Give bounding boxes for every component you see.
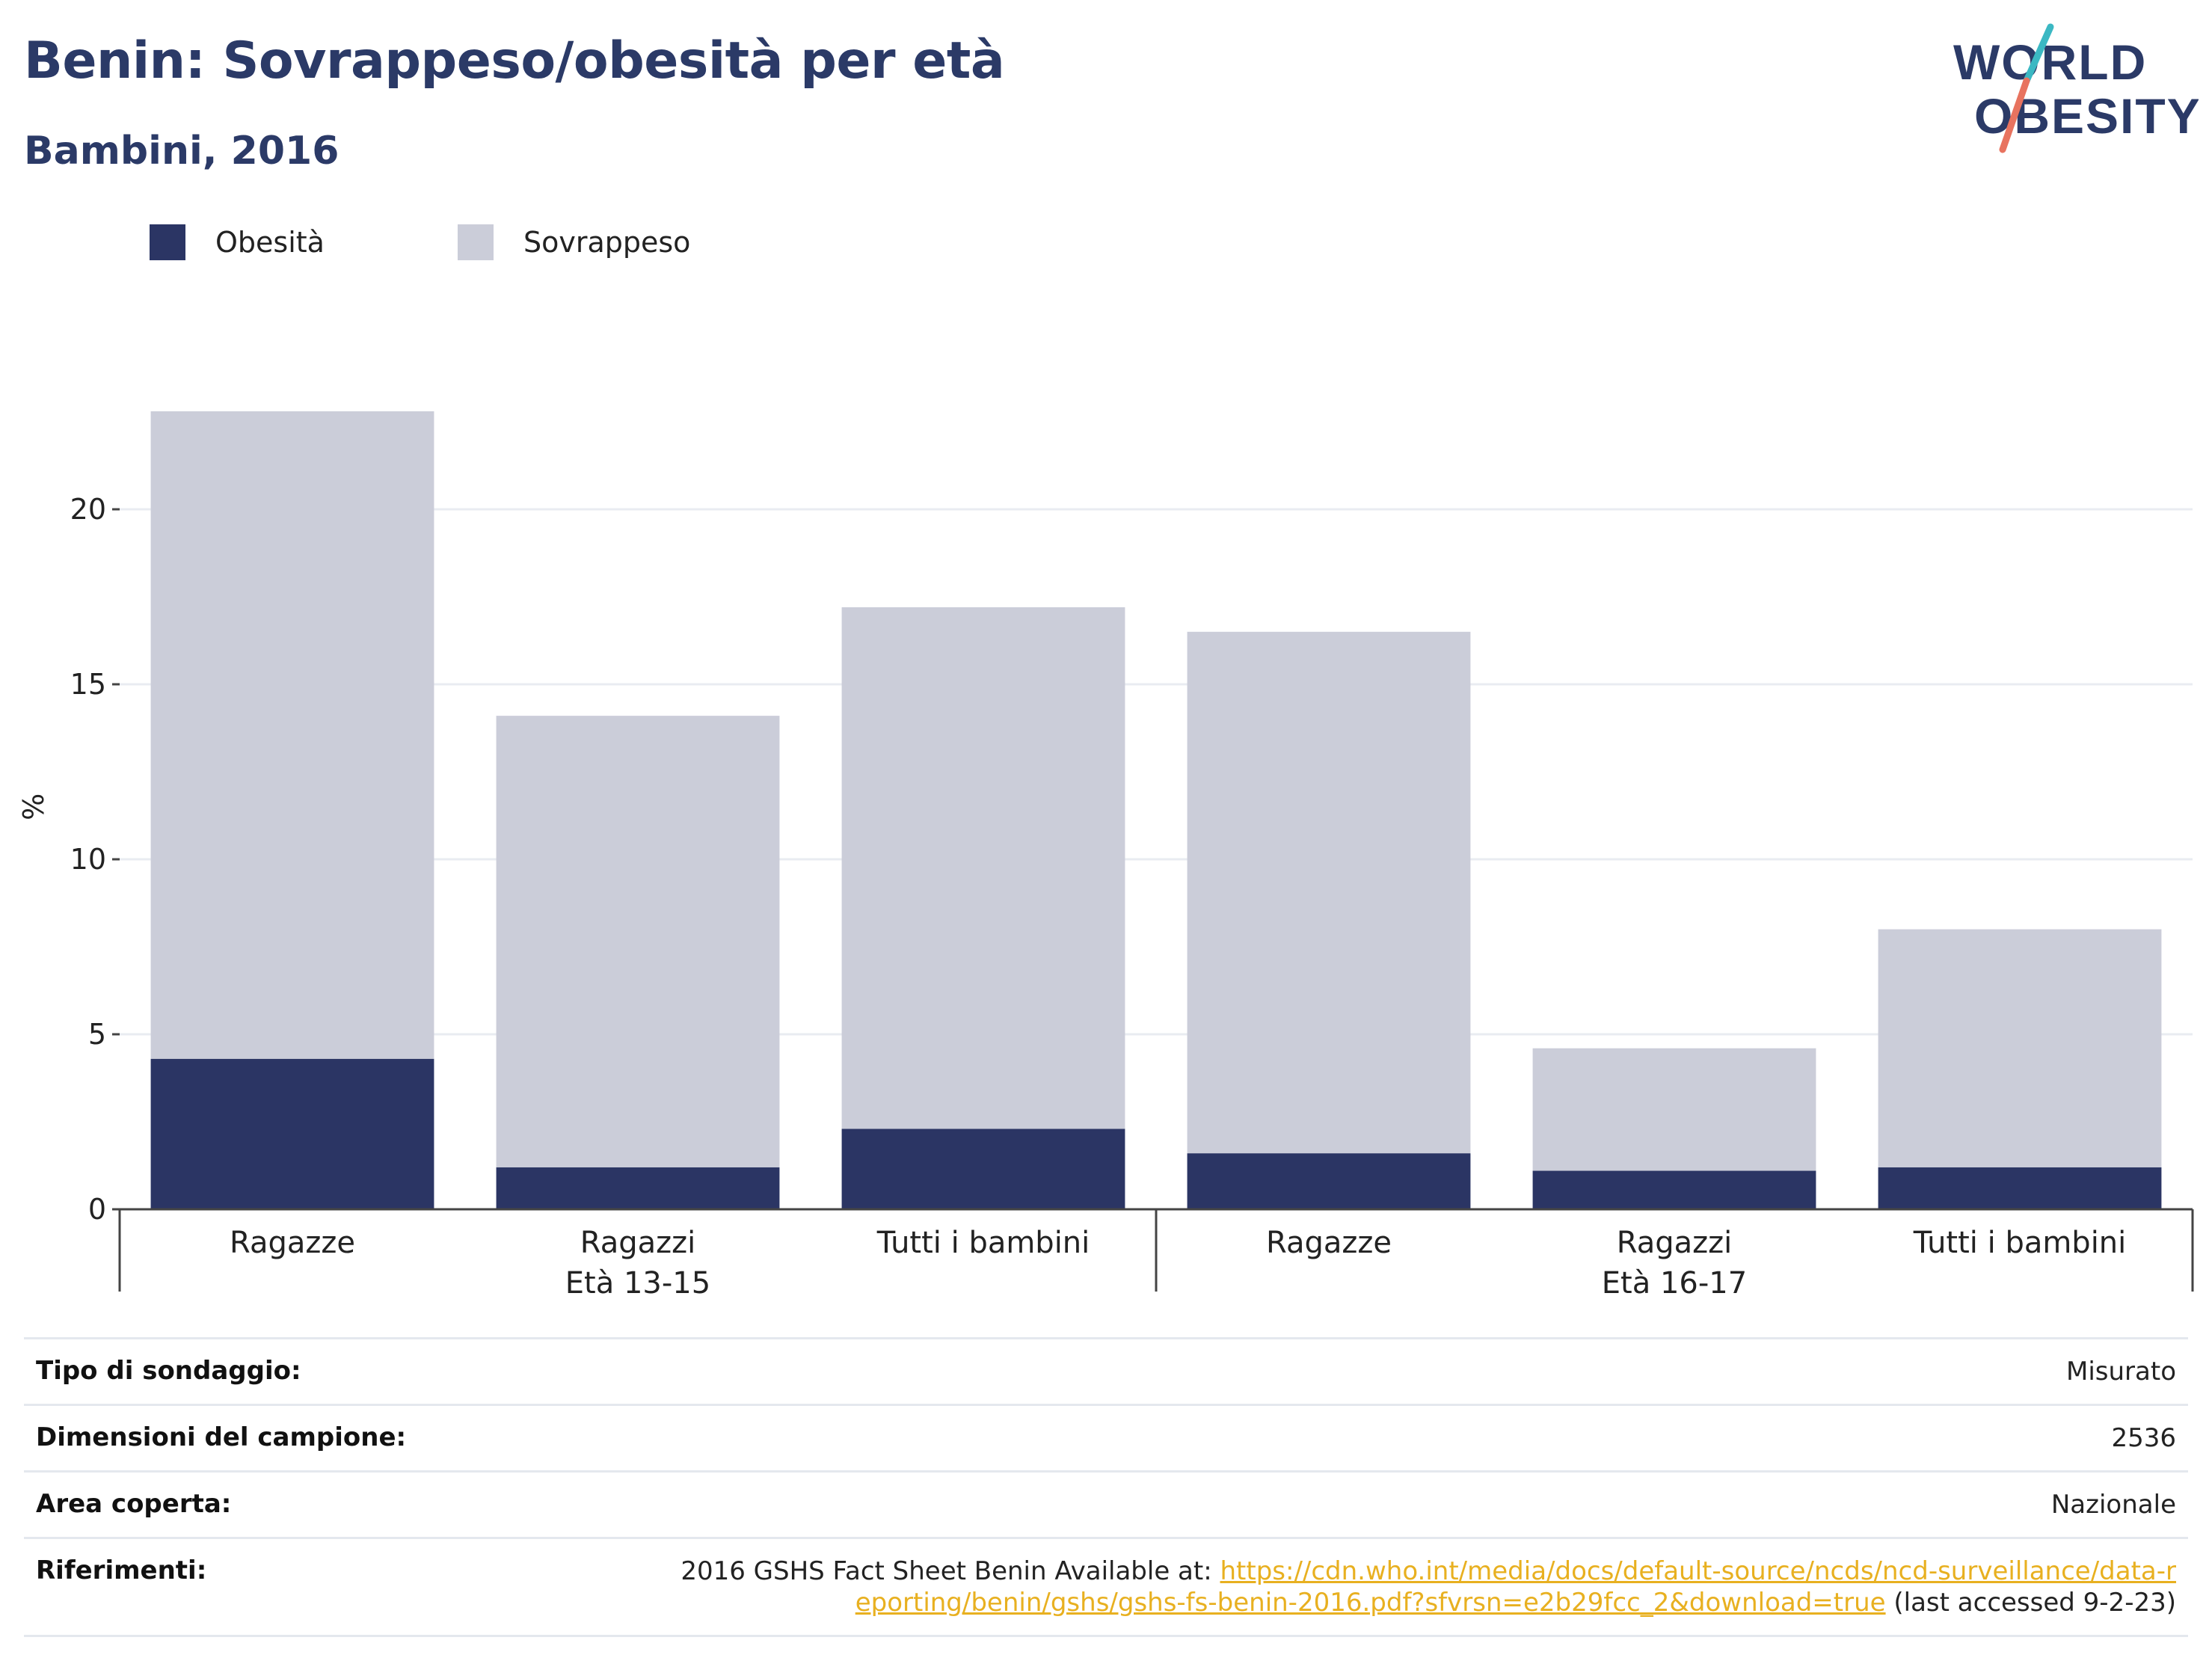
bar-overweight bbox=[841, 607, 1125, 1129]
bar-overweight bbox=[150, 411, 434, 1059]
legend-swatch-overweight bbox=[458, 224, 494, 260]
bar-overweight bbox=[1532, 1048, 1816, 1171]
chart-title: Benin: Sovrappeso/obesità per età bbox=[24, 31, 1005, 90]
info-value: Nazionale bbox=[661, 1470, 2188, 1538]
chart-subtitle: Bambini, 2016 bbox=[24, 129, 340, 174]
world-obesity-logo: WORLD OBESITY bbox=[1944, 21, 2200, 156]
references-suffix: (last accessed 9-2-23) bbox=[1885, 1588, 2176, 1618]
x-category-label: Ragazzi bbox=[1617, 1226, 1732, 1260]
info-label: Dimensioni del campione: bbox=[24, 1404, 661, 1472]
references-value: 2016 GSHS Fact Sheet Benin Available at:… bbox=[661, 1537, 2188, 1637]
info-value: Misurato bbox=[661, 1337, 2188, 1405]
x-category-label: Tutti i bambini bbox=[1913, 1226, 2127, 1260]
bar-overweight bbox=[496, 716, 780, 1167]
svg-text:WORLD: WORLD bbox=[1953, 34, 2147, 90]
bar-obesity bbox=[150, 1058, 434, 1209]
bar-overweight bbox=[1878, 929, 2162, 1167]
legend-item-overweight: Sovrappeso bbox=[458, 224, 690, 260]
bar-obesity bbox=[841, 1129, 1125, 1209]
x-group-label: Età 16-17 bbox=[1602, 1266, 1747, 1301]
info-row-references: Riferimenti: 2016 GSHS Fact Sheet Benin … bbox=[24, 1537, 2188, 1637]
y-axis-label: % bbox=[17, 793, 50, 820]
info-value: 2536 bbox=[661, 1404, 2188, 1472]
legend-swatch-obesity bbox=[150, 224, 185, 260]
bar-obesity bbox=[1532, 1170, 1816, 1209]
references-label: Riferimenti: bbox=[24, 1537, 661, 1637]
info-table: Tipo di sondaggio: Misurato Dimensioni d… bbox=[24, 1337, 2188, 1637]
legend-label-obesity: Obesità bbox=[215, 226, 325, 259]
x-category-label: Ragazze bbox=[1266, 1226, 1392, 1260]
info-row-survey-type: Tipo di sondaggio: Misurato bbox=[24, 1337, 2188, 1405]
stacked-bar-chart: 0 5 10 15 20% Ragazze Ragazzi Tutti i bambini Ra… bbox=[17, 411, 2194, 1301]
bar-obesity bbox=[1187, 1153, 1471, 1209]
references-link[interactable]: https://cdn.who.int/media/docs/default-s… bbox=[855, 1556, 2176, 1618]
x-group-label: Età 13-15 bbox=[565, 1266, 710, 1301]
references-prefix: 2016 GSHS Fact Sheet Benin Available at: bbox=[681, 1556, 1220, 1586]
info-row-sample-size: Dimensioni del campione: 2536 bbox=[24, 1404, 2188, 1472]
bar-overweight bbox=[1187, 631, 1471, 1154]
info-row-area: Area coperta: Nazionale bbox=[24, 1470, 2188, 1538]
y-tick-label: 0 bbox=[88, 1193, 106, 1226]
legend-item-obesity: Obesità bbox=[150, 224, 325, 260]
bar-obesity bbox=[496, 1167, 780, 1209]
y-tick-label: 15 bbox=[70, 668, 106, 701]
legend-label-overweight: Sovrappeso bbox=[523, 226, 691, 259]
y-tick-label: 5 bbox=[88, 1018, 106, 1051]
bar-obesity bbox=[1878, 1167, 2162, 1209]
info-label: Area coperta: bbox=[24, 1470, 661, 1538]
x-category-label: Ragazzi bbox=[580, 1226, 695, 1260]
info-label: Tipo di sondaggio: bbox=[24, 1337, 661, 1405]
y-tick-label: 20 bbox=[70, 493, 106, 526]
y-tick-label: 10 bbox=[70, 843, 106, 876]
x-category-label: Ragazze bbox=[230, 1226, 355, 1260]
x-category-label: Tutti i bambini bbox=[876, 1226, 1090, 1260]
